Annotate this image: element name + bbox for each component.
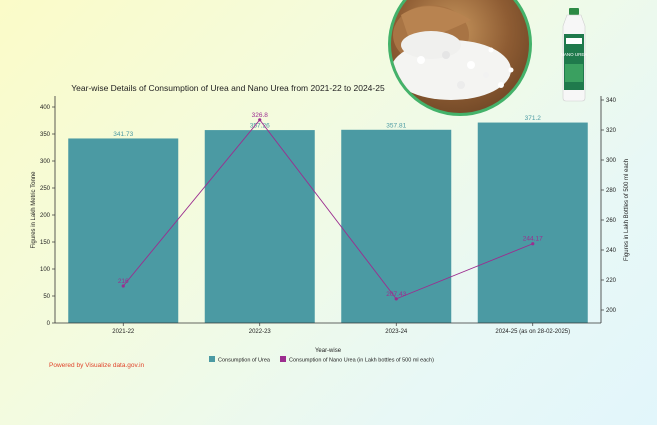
left-tick-label-5: 250 (40, 186, 51, 192)
left-y-axis-ticks: 0 50 100 150 200 250 300 350 400 (40, 105, 55, 327)
x-axis-ticks: 2021-22 2022-23 2023-24 2024-25 (as on 28-0… (112, 323, 570, 335)
legend-label-nano-urea: Consumption of Nano Urea (in Lakh bottle… (289, 358, 434, 364)
powered-by-credit: Powered by Visualize data.gov.in (49, 362, 145, 369)
left-tick-label-0: 0 (47, 321, 51, 327)
right-tick-label-6: 320 (606, 128, 617, 134)
bar-0 (68, 138, 179, 323)
left-tick-label-8: 400 (40, 105, 51, 111)
left-tick-label-7: 350 (40, 132, 51, 138)
bar-value-labels: 341.73 357.26 357.81 371.2 (113, 115, 541, 138)
right-tick-label-2: 240 (606, 248, 617, 254)
x-axis-label: Year-wise (315, 348, 342, 354)
right-tick-label-7: 340 (606, 98, 617, 104)
right-tick-label-5: 300 (606, 158, 617, 164)
bar-1 (204, 130, 315, 323)
urea-granules-photo (388, 0, 532, 116)
right-tick-label-0: 200 (606, 308, 617, 314)
bottle-brand-label: NANO UREA (561, 52, 588, 57)
line-point-3 (531, 242, 535, 246)
left-tick-label-2: 100 (40, 267, 51, 273)
bottle-illustration: NANO UREA (561, 8, 588, 102)
left-y-axis-label: Figures in Lakh Metric Tonne (31, 171, 37, 249)
chart-legend: Consumption of Urea Consumption of Nano … (209, 356, 434, 364)
urea-granules-illustration (391, 5, 514, 100)
bar-value-label-3: 371.2 (525, 115, 542, 122)
nano-urea-line (122, 119, 533, 300)
line-value-labels: 216 326.8 207.43 244.17 (118, 112, 543, 298)
line-value-label-3: 244.17 (523, 236, 543, 243)
x-tick-label-3: 2024-25 (as on 28-02-2025) (495, 329, 570, 335)
x-tick-label-0: 2021-22 (112, 329, 135, 335)
right-tick-label-4: 280 (606, 188, 617, 194)
bar-value-label-1: 357.26 (250, 123, 270, 130)
right-tick-label-1: 220 (606, 278, 617, 284)
legend-label-urea: Consumption of Urea (218, 358, 271, 364)
line-value-label-1: 326.8 (252, 112, 269, 119)
right-y-axis-label: Figures in Lakh Bottles of 500 ml each (624, 159, 630, 261)
line-series-nano-urea (121, 118, 535, 301)
line-point-1 (258, 118, 262, 122)
line-value-label-0: 216 (118, 278, 129, 285)
left-tick-label-1: 50 (43, 294, 50, 300)
left-tick-label-3: 150 (40, 240, 51, 246)
line-point-0 (121, 284, 125, 288)
bar-value-label-2: 357.81 (386, 122, 406, 129)
chart-title: Year-wise Details of Consumption of Urea… (71, 83, 385, 93)
right-y-axis-ticks: 200 220 240 260 280 300 320 340 (601, 98, 617, 314)
x-tick-label-1: 2022-23 (249, 329, 272, 335)
x-tick-label-2: 2023-24 (385, 329, 408, 335)
bar-series-urea (68, 122, 588, 323)
line-point-2 (394, 297, 398, 301)
bar-2 (341, 129, 452, 323)
left-tick-label-6: 300 (40, 159, 51, 165)
legend-swatch-nano-urea (280, 356, 286, 362)
left-tick-label-4: 200 (40, 213, 51, 219)
bar-value-label-0: 341.73 (113, 131, 133, 138)
bar-3 (477, 122, 588, 323)
line-value-label-2: 207.43 (386, 291, 406, 298)
nano-urea-bottle: NANO UREA (558, 8, 590, 102)
legend-swatch-urea (209, 356, 215, 362)
right-tick-label-3: 260 (606, 218, 617, 224)
